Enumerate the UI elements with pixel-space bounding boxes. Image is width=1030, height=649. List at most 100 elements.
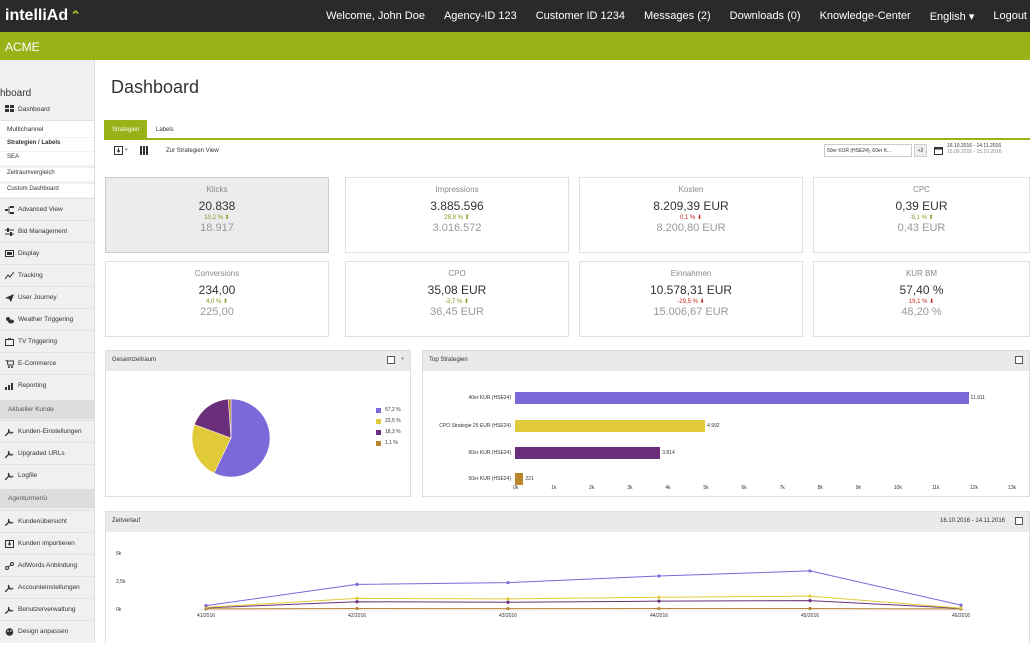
sidebar-item-e-commerce[interactable]: E-Commerce xyxy=(0,352,95,374)
sidebar-item-design-anpassen[interactable]: Design anpassen xyxy=(0,620,95,642)
data-point[interactable] xyxy=(355,597,358,600)
arrow-up-icon: ⬆ xyxy=(463,215,470,221)
download-icon[interactable] xyxy=(1015,517,1023,525)
sidebar-item-label: Kundenübersicht xyxy=(18,518,67,525)
data-point[interactable] xyxy=(808,569,811,572)
kpi-title: CPC xyxy=(814,185,1029,194)
data-point[interactable] xyxy=(959,607,962,610)
arrow-up-icon: ⬆ xyxy=(223,215,230,221)
bar-panel-title: Top Strategien xyxy=(429,357,468,363)
sidebar-item-bid-management[interactable]: Bid Management xyxy=(0,220,95,242)
sidebar-item-benutzerverwaltung[interactable]: Benutzerverwaltung xyxy=(0,598,95,620)
data-point[interactable] xyxy=(204,604,207,607)
messages-link[interactable]: Messages (2) xyxy=(644,10,711,23)
pie-legend-item[interactable]: 1,1 % xyxy=(376,440,398,446)
data-point[interactable] xyxy=(657,596,660,599)
sidebar-sub-zeitraumvergleich[interactable]: Zeitraumvergleich xyxy=(0,168,95,181)
sidebar-item-adwords-anbindung[interactable]: AdWords Anbindung xyxy=(0,554,95,576)
sidebar-sub-strategien-labels[interactable]: Strategien / Labels xyxy=(0,138,95,151)
sidebar-item-kundenuebersicht[interactable]: Kundenübersicht xyxy=(0,510,95,532)
data-point[interactable] xyxy=(959,603,962,606)
sidebar-item-tv-triggering[interactable]: TV Triggering xyxy=(0,330,95,352)
sidebar-item-kunden-importieren[interactable]: Kunden importieren xyxy=(0,532,95,554)
data-point[interactable] xyxy=(506,581,509,584)
data-point[interactable] xyxy=(506,607,509,610)
kpi-card-impressions[interactable]: Impressions 3.885.596 28,8 % ⬆ 3.016.572 xyxy=(345,177,569,253)
pie-legend-item[interactable]: 23,5 % xyxy=(376,418,401,424)
data-point[interactable] xyxy=(808,599,811,602)
sidebar-item-reporting[interactable]: Reporting xyxy=(0,374,95,396)
strategy-filter-select[interactable]: 50er KUR (HSE24), 60er K... xyxy=(824,144,912,157)
kpi-card-conversions[interactable]: Conversions 234,00 4,0 % ⬆ 225,00 xyxy=(105,261,329,337)
kpi-card-cpc[interactable]: CPC 0,39 EUR -9,1 % ⬆ 0,43 EUR xyxy=(813,177,1030,253)
data-point[interactable] xyxy=(355,600,358,603)
sidebar-sub-custom-dashboard[interactable]: Custom Dashboard xyxy=(0,184,95,197)
pie-legend-item[interactable]: 57,2 % xyxy=(376,407,401,413)
knowledge-center-link[interactable]: Knowledge-Center xyxy=(820,10,911,23)
data-point[interactable] xyxy=(808,607,811,610)
sidebar-item-display[interactable]: Display xyxy=(0,242,95,264)
data-point[interactable] xyxy=(506,597,509,600)
data-point[interactable] xyxy=(808,595,811,598)
tab-strategien[interactable]: Strategien xyxy=(104,120,147,140)
sidebar-item-logfile[interactable]: Logfile xyxy=(0,464,95,486)
sidebar-item-upgraded-urls[interactable]: Upgraded URLs xyxy=(0,442,95,464)
bar-category-label: 50er KUR (HSE24) xyxy=(423,476,511,482)
sidebar-item-tracking[interactable]: Tracking xyxy=(0,264,95,286)
kpi-card-klicks[interactable]: Klicks 20.838 10,2 % ⬆ 18.917 xyxy=(105,177,329,253)
palette-icon xyxy=(5,628,14,636)
arrow-up-icon: ⬆ xyxy=(927,215,934,221)
sidebar-item-label: TV Triggering xyxy=(18,338,57,345)
display-icon xyxy=(5,250,14,258)
kpi-card-einnahmen[interactable]: Einnahmen 10.578,31 EUR -29,5 % ⬇ 15.006… xyxy=(579,261,803,337)
sidebar-sub-sea[interactable]: SEA xyxy=(0,152,95,165)
columns-icon[interactable] xyxy=(140,146,148,155)
sidebar-item-user-journey[interactable]: User Journey xyxy=(0,286,95,308)
sidebar-item-kunden-einstellungen[interactable]: Kunden-Einstellungen xyxy=(0,420,95,442)
data-point[interactable] xyxy=(657,574,660,577)
sidebar-item-dashboard[interactable]: Dashboard xyxy=(0,98,95,120)
wrench-icon xyxy=(5,518,14,526)
sidebar-item-weather-triggering[interactable]: Weather Triggering xyxy=(0,308,95,330)
export-dropdown-caret-icon[interactable]: ▾ xyxy=(125,147,128,153)
calendar-icon[interactable] xyxy=(934,146,943,155)
data-point[interactable] xyxy=(657,607,660,610)
bar[interactable] xyxy=(515,447,660,459)
kpi-card-kosten[interactable]: Kosten 8.209,39 EUR 0,1 % ⬇ 8.200,80 EUR xyxy=(579,177,803,253)
bar[interactable] xyxy=(515,420,705,432)
data-point[interactable] xyxy=(657,600,660,603)
sidebar-item-label: Display xyxy=(18,250,39,257)
logo-chevron-icon: ⌃ xyxy=(70,8,81,23)
tab-labels[interactable]: Labels xyxy=(148,120,183,140)
sidebar-item-accounteinstellungen[interactable]: Accounteinstellungen xyxy=(0,576,95,598)
export-icon[interactable] xyxy=(114,146,123,155)
download-icon[interactable] xyxy=(1015,356,1023,364)
data-point[interactable] xyxy=(506,601,509,604)
download-icon[interactable] xyxy=(387,356,395,364)
pie-legend-item[interactable]: 18,3 % xyxy=(376,429,401,435)
language-dropdown[interactable]: English ▾ xyxy=(930,10,975,23)
sidebar-item-advanced-view[interactable]: Advanced View xyxy=(0,198,95,220)
logout-link[interactable]: Logout xyxy=(993,10,1027,23)
kpi-card-kur-bm[interactable]: KUR BM 57,40 % 19,1 % ⬇ 48,20 % xyxy=(813,261,1030,337)
bar[interactable] xyxy=(515,392,969,404)
filter-count-badge[interactable]: +2 xyxy=(914,144,927,157)
bar[interactable] xyxy=(515,473,523,485)
intelliad-logo[interactable]: intelliAd⌃ xyxy=(5,7,81,25)
sidebar-item-label: Dashboard xyxy=(18,106,50,113)
sidebar-item-multichannel[interactable]: Multichannel xyxy=(0,120,95,137)
kpi-change: 19,1 % ⬇ xyxy=(814,298,1029,305)
line-panel-title: Zeitverlauf xyxy=(112,518,140,524)
arrow-down-icon: ⬇ xyxy=(695,215,702,221)
kpi-value: 57,40 % xyxy=(814,283,1029,297)
data-point[interactable] xyxy=(355,607,358,610)
date-range-picker[interactable]: 16.10.2016 - 14.11.2016 15.09.2016 - 15.… xyxy=(947,143,1002,155)
x-tick-label: 7k xyxy=(780,485,785,491)
kpi-card-cpo[interactable]: CPO 35,08 EUR -3,7 % ⬆ 36,45 EUR xyxy=(345,261,569,337)
downloads-link[interactable]: Downloads (0) xyxy=(730,10,801,23)
strategien-view-link[interactable]: Zur Strategien View xyxy=(166,148,219,154)
data-point[interactable] xyxy=(355,583,358,586)
series-line[interactable] xyxy=(206,601,961,609)
dropdown-caret-icon[interactable]: ▾ xyxy=(401,356,404,362)
